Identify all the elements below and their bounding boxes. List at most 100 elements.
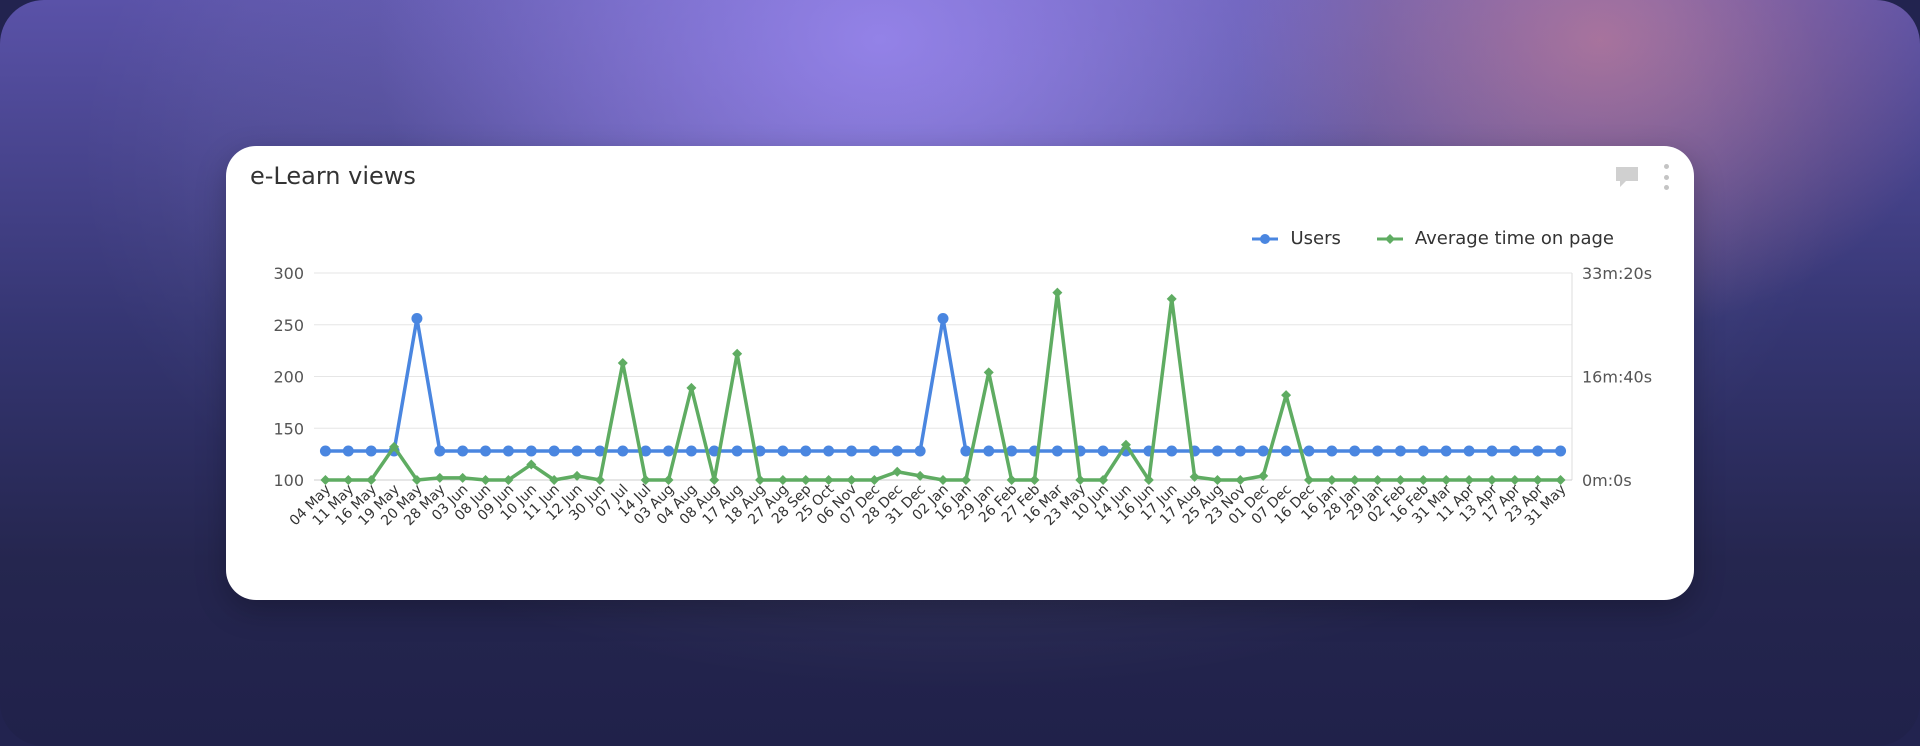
kebab-menu-icon[interactable] <box>1662 164 1670 190</box>
legend-item-users[interactable]: Users <box>1250 228 1341 249</box>
users-point <box>548 445 560 457</box>
avg-time-point <box>480 475 491 485</box>
avg-time-point <box>1372 475 1383 485</box>
users-point <box>1326 445 1338 457</box>
legend-label-avg-time: Average time on page <box>1414 228 1614 249</box>
users-point <box>1417 445 1429 457</box>
avg-time-point <box>1555 475 1566 485</box>
users-point <box>342 445 354 457</box>
avg-time-point <box>1189 471 1200 482</box>
users-point <box>868 445 880 457</box>
users-point <box>1097 445 1109 457</box>
users-point <box>1463 445 1475 457</box>
users-point <box>846 445 858 457</box>
avg-time-point <box>1532 475 1543 485</box>
avg-time-point <box>1418 475 1429 485</box>
avg-time-point <box>1281 390 1292 401</box>
avg-time-point <box>1098 475 1109 485</box>
avg-time-point <box>549 475 560 485</box>
users-point <box>617 445 629 457</box>
avg-time-point <box>686 382 697 393</box>
avg-time-point <box>594 475 605 485</box>
users-point <box>502 445 514 457</box>
avg-time-point <box>1166 293 1177 304</box>
avg-time-point <box>938 475 948 485</box>
users-point <box>1280 445 1292 457</box>
avg-time-point <box>411 475 422 485</box>
avg-time-point <box>709 475 720 485</box>
users-point <box>1394 445 1406 457</box>
y-right-tick-label: 0m:0s <box>1582 471 1632 490</box>
avg-time-point <box>915 470 926 481</box>
users-point <box>571 445 583 457</box>
avg-time-point <box>457 472 468 483</box>
chart-card: e-Learn views Users <box>226 146 1694 600</box>
users-point <box>685 445 697 457</box>
avg-time-point <box>1075 475 1086 485</box>
avg-time-point <box>846 475 857 485</box>
users-point <box>983 445 995 457</box>
legend-item-avg-time[interactable]: Average time on page <box>1375 228 1614 249</box>
users-point <box>1509 445 1521 457</box>
avg-time-point <box>1029 475 1040 485</box>
avg-time-point <box>1303 475 1314 485</box>
users-point <box>731 445 743 457</box>
avg-time-point <box>983 367 994 378</box>
users-point <box>480 445 492 457</box>
avg-time-point <box>617 358 628 369</box>
avg-time-point <box>366 475 377 485</box>
avg-time-point <box>755 475 766 485</box>
users-point <box>1006 445 1018 457</box>
avg-time-point <box>1509 475 1520 485</box>
avg-time-point <box>777 475 788 485</box>
users-point <box>777 445 789 457</box>
users-point <box>1234 445 1246 457</box>
avg-time-point <box>572 470 583 481</box>
avg-time-point <box>1258 470 1269 481</box>
avg-time-point <box>1441 475 1452 485</box>
chart-legend: Users Average time on page <box>1250 228 1614 249</box>
y-right-tick-label: 16m:40s <box>1582 368 1652 387</box>
users-point <box>411 313 423 325</box>
avg-time-point <box>823 475 834 485</box>
avg-time-point <box>1486 475 1497 485</box>
avg-time-point <box>1212 475 1223 485</box>
users-point <box>1372 445 1384 457</box>
users-point <box>434 445 446 457</box>
users-point <box>708 445 720 457</box>
users-point <box>1166 445 1178 457</box>
avg-time-point <box>1052 287 1063 298</box>
users-point <box>640 445 652 457</box>
users-point <box>1440 445 1452 457</box>
users-point <box>960 445 972 457</box>
avg-time-point <box>640 475 651 485</box>
avg-time-point <box>1349 475 1360 485</box>
users-point <box>937 313 949 325</box>
y-left-tick-label: 100 <box>273 471 304 490</box>
legend-marker-users <box>1252 233 1279 244</box>
avg-time-point <box>732 348 743 359</box>
avg-time-point <box>960 475 971 485</box>
avg-time-point <box>892 466 903 477</box>
avg-time-point <box>503 475 514 485</box>
avg-time-point <box>320 475 331 485</box>
users-point <box>457 445 469 457</box>
avg-time-point <box>1235 475 1246 485</box>
y-left-tick-label: 200 <box>273 368 304 387</box>
users-point <box>525 445 537 457</box>
users-point <box>319 445 331 457</box>
users-point <box>663 445 675 457</box>
legend-marker-avg-time <box>1376 233 1403 244</box>
card-actions <box>1614 164 1670 190</box>
users-point <box>800 445 812 457</box>
card-title: e-Learn views <box>250 162 416 190</box>
y-left-tick-label: 150 <box>273 419 304 438</box>
users-point <box>823 445 835 457</box>
avg-time-point <box>526 459 537 470</box>
legend-label-users: Users <box>1290 228 1341 249</box>
comment-icon[interactable] <box>1614 165 1640 189</box>
avg-time-point <box>1464 475 1475 485</box>
avg-time-point <box>1120 439 1131 450</box>
